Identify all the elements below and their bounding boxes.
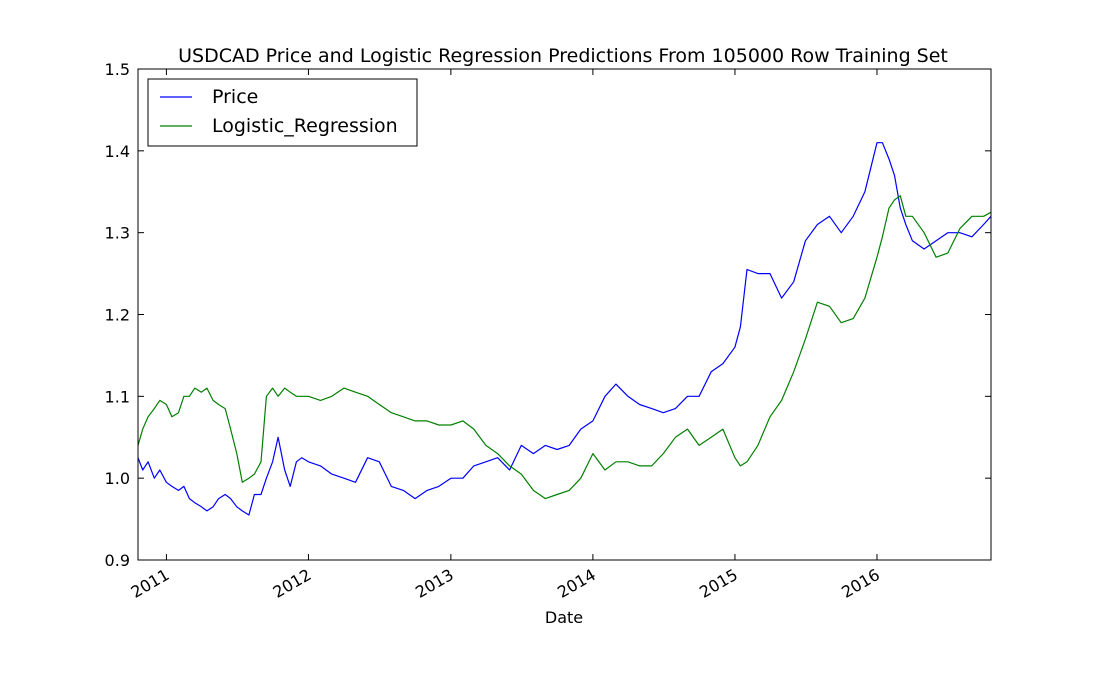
y-tick-label: 1.0 xyxy=(105,469,130,488)
x-axis-label: Date xyxy=(545,608,583,627)
y-tick-label: 1.1 xyxy=(105,387,130,406)
y-tick-label: 1.3 xyxy=(105,224,130,243)
series-layer xyxy=(137,142,992,516)
chart-title: USDCAD Price and Logistic Regression Pre… xyxy=(178,45,948,67)
y-axis: 0.9 1.0 1.1 1.2 1.3 1.4 1.5 xyxy=(105,60,991,570)
x-tick-label: 2011 xyxy=(128,565,173,602)
series-line-price xyxy=(137,142,992,516)
x-tick-label: 2016 xyxy=(838,565,883,602)
x-tick-label: 2013 xyxy=(412,565,457,602)
x-tick-label: 2014 xyxy=(554,565,599,602)
legend: Price Logistic_Regression xyxy=(147,78,418,147)
plot-area xyxy=(138,69,991,560)
series-line-logistic-regression xyxy=(137,195,992,500)
legend-frame xyxy=(147,78,418,147)
x-tick-label: 2012 xyxy=(270,565,315,602)
y-tick-label: 1.2 xyxy=(105,306,130,325)
y-tick-label: 1.5 xyxy=(105,60,130,79)
x-tick-label: 2015 xyxy=(696,565,741,602)
legend-entry-label: Logistic_Regression xyxy=(212,115,398,137)
legend-entry-label: Price xyxy=(212,86,258,108)
y-tick-label: 1.4 xyxy=(105,142,130,161)
y-tick-label: 0.9 xyxy=(105,551,130,570)
